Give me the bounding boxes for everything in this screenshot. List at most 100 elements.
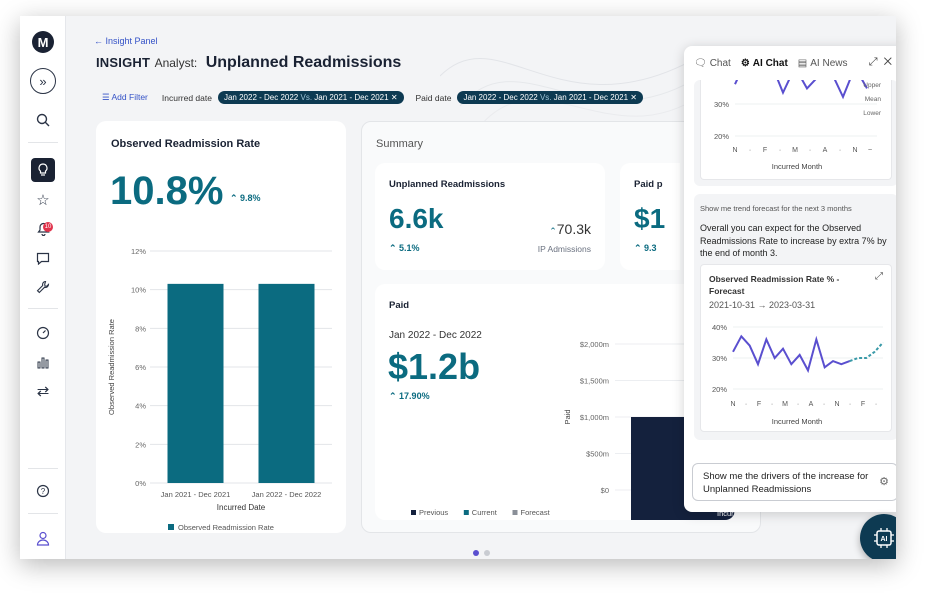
tab-ai-chat[interactable]: ⚙ AI Chat <box>741 58 788 69</box>
x-tick-label: F <box>861 401 865 408</box>
tab-label: AI News <box>810 57 848 69</box>
close-icon[interactable]: ✕ <box>390 93 398 102</box>
page-dot-active[interactable] <box>473 550 479 556</box>
card-title: Observed Readmission Rate <box>111 138 261 150</box>
notification-badge: 10 <box>43 222 53 232</box>
legend-swatch <box>168 524 174 530</box>
chat-bubble-icon: 🗨 <box>694 57 707 69</box>
paid-value: $1.2b <box>388 346 481 387</box>
star-icon[interactable]: ☆ <box>36 192 50 209</box>
search-icon[interactable] <box>31 108 55 132</box>
incurred-date-chip[interactable]: Jan 2022 - Dec 2022 Vs. Jan 2021 - Dec 2… <box>217 91 404 104</box>
gauge-icon[interactable] <box>31 321 55 345</box>
chat-icon[interactable] <box>31 246 55 270</box>
back-link[interactable]: ← Insight Panel <box>94 36 158 46</box>
tab-ai-news[interactable]: ▤ AI News <box>798 58 848 69</box>
title-line: Observed Readmission Rate % - <box>709 274 840 284</box>
readmission-rate-value: 10.8% <box>110 169 224 213</box>
bar-chart-icon[interactable] <box>31 350 55 374</box>
tab-chat[interactable]: 🗨 Chat <box>694 58 731 69</box>
chat-message: Show me trend forecast for the next 3 mo… <box>694 194 896 440</box>
lightbulb-icon[interactable] <box>31 158 55 182</box>
x-axis-label: Incurred Month <box>772 417 822 426</box>
x-tick-label: N <box>730 401 735 408</box>
x-tick-label: F <box>763 147 767 154</box>
page-title: INSIGHT Analyst: Unplanned Readmissions <box>96 54 401 72</box>
news-icon: ▤ <box>797 57 808 69</box>
y-tick-label: 40% <box>712 323 727 332</box>
x-tick-label: · <box>779 147 781 154</box>
chip-current: Jan 2022 - Dec 2022 <box>223 93 299 102</box>
ip-admissions-value: ⌃70.3k <box>549 221 591 237</box>
ai-chip-icon: AI <box>874 528 894 548</box>
paid-period-value: $1 <box>634 203 666 234</box>
x-tick-label: Incurr <box>717 509 735 518</box>
paid-date-chip[interactable]: Jan 2022 - Dec 2022 Vs. Jan 2021 - Dec 2… <box>457 91 643 104</box>
x-tick-label: A <box>809 401 814 408</box>
paid-date-label: Paid date <box>415 92 452 103</box>
x-tick-label: N <box>732 147 737 154</box>
add-filter-button[interactable]: ☰ Add Filter <box>102 92 148 102</box>
filter-bar: ☰ Add Filter Incurred date Jan 2022 - De… <box>102 91 643 104</box>
forecast-chart-title: Observed Readmission Rate % - Forecast <box>709 273 839 297</box>
expand-icon[interactable]: » <box>30 68 56 94</box>
x-axis-label: Incurred Month <box>772 162 822 171</box>
paid-period-delta: ⌃ 9.3 <box>634 243 657 253</box>
page-title-text: Unplanned Readmissions <box>205 54 402 71</box>
x-tick-label: Jan 2022 - Dec 2022 <box>252 490 322 499</box>
x-tick-label: F <box>757 401 761 408</box>
page-dot[interactable] <box>484 550 490 556</box>
refresh-icon[interactable]: ⇄ <box>36 383 50 400</box>
forecast-chart-card: Observed Readmission Rate % - Forecast ⤢… <box>700 264 892 432</box>
expand-chart-icon[interactable]: ⤢ <box>875 271 883 282</box>
maximize-icon[interactable]: ⤢ <box>868 56 884 68</box>
title-line: Forecast <box>709 286 745 296</box>
y-tick-label: 8% <box>135 324 146 333</box>
secondary-value: 70.3k <box>556 221 591 237</box>
x-tick-label: · <box>875 401 877 408</box>
tab-label: Chat <box>709 57 731 69</box>
y-tick-label: $1,500m <box>580 377 609 386</box>
legend-label: Lower <box>863 110 882 117</box>
legend-swatch <box>463 510 469 515</box>
user-icon[interactable] <box>31 526 55 550</box>
summary-title: Summary <box>376 138 424 150</box>
card-title: Paid p <box>634 179 663 190</box>
y-tick-label: $1,000m <box>580 413 609 422</box>
fab-label: AI <box>881 536 888 543</box>
forecast-range: 2021-10-31 → 2023-03-31 <box>709 300 816 310</box>
chat-input[interactable]: Show me the drivers of the increase for … <box>692 463 896 501</box>
legend-label: Previous <box>419 508 448 517</box>
legend-label: Forecast <box>521 508 551 517</box>
card-title: Paid <box>389 300 410 311</box>
readmission-rate-delta: ⌃ 9.8% <box>230 193 261 203</box>
unplanned-delta: ⌃ 5.1% <box>389 243 420 253</box>
y-tick-label: 20% <box>714 132 729 141</box>
settings-icon[interactable]: ⚙ <box>879 476 889 488</box>
wrench-icon[interactable] <box>31 275 55 299</box>
y-tick-label: 10% <box>131 286 146 295</box>
y-tick-label: 4% <box>135 402 146 411</box>
forecast-line <box>849 341 884 363</box>
sidebar: M » ☆ 10 ⇄ ? <box>20 16 66 559</box>
help-icon[interactable]: ? <box>31 479 55 503</box>
series-line <box>734 56 868 100</box>
y-tick-label: $0 <box>601 486 609 495</box>
bar <box>167 283 224 483</box>
app-logo[interactable]: M <box>32 31 54 53</box>
x-tick-label: M <box>782 401 788 408</box>
x-axis-label: Incurred Date <box>217 503 266 512</box>
x-tick-label: · <box>849 401 851 408</box>
y-axis-label: Observed Readmission Rate <box>107 319 116 415</box>
y-tick-label: 0% <box>135 479 146 488</box>
x-tick-label: · <box>823 401 825 408</box>
unplanned-value: 6.6k <box>389 203 444 234</box>
close-icon[interactable]: ✕ <box>883 56 896 68</box>
panel-tabs: 🗨 Chat ⚙ AI Chat ▤ AI News ⤢✕ <box>684 46 896 80</box>
delta-value: 9.3 <box>644 243 657 253</box>
readmission-rate-card: Observed Readmission Rate 10.8% ⌃ 9.8% 0… <box>96 121 346 533</box>
trend-chart-card: 30% 20% Upper Mean Lower N · F · M · A · N ~ Incurred M… <box>700 56 892 180</box>
close-icon[interactable]: ✕ <box>630 93 637 102</box>
ai-assistant-button[interactable]: AI <box>860 514 896 559</box>
ip-admissions-label: IP Admissions <box>537 244 591 254</box>
